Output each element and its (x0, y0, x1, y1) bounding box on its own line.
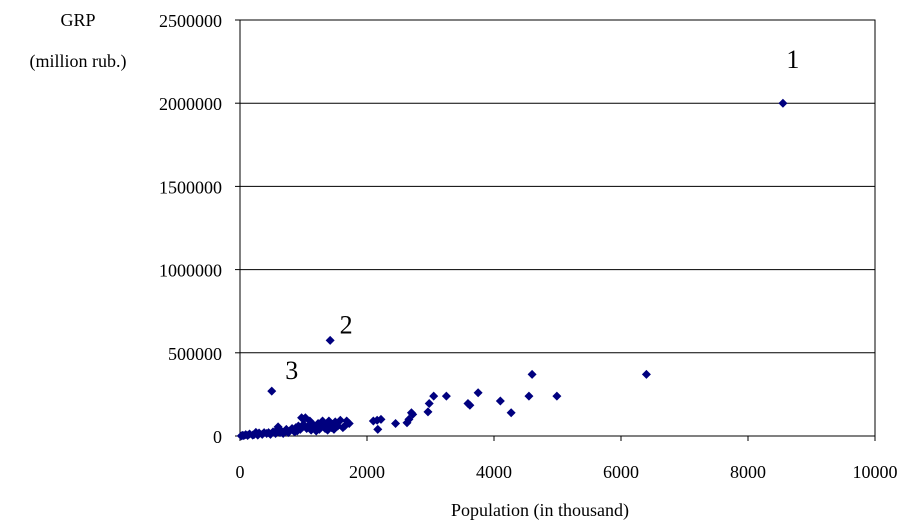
data-point (297, 413, 307, 423)
data-point (391, 419, 401, 429)
x-tick-label: 10000 (853, 462, 898, 482)
data-point (463, 399, 473, 409)
data-point (778, 98, 788, 108)
annotation-label: 2 (340, 310, 353, 339)
y-axis: 0 500000 1000000 1500000 2000000 2500000 (159, 11, 240, 447)
x-axis: 0 2000 4000 6000 8000 10000 (236, 436, 898, 482)
data-point (424, 399, 434, 409)
x-tick-label: 6000 (603, 462, 639, 482)
x-axis-label: Population (in thousand) (451, 500, 629, 521)
data-point (267, 386, 277, 396)
data-point (402, 418, 412, 428)
data-point (441, 391, 451, 401)
data-point (423, 407, 433, 417)
data-point (552, 391, 562, 401)
data-point (506, 408, 516, 418)
y-tick-label: 500000 (168, 344, 222, 364)
y-tick-label: 2500000 (159, 11, 222, 31)
data-point (406, 408, 416, 418)
y-tick-label: 1500000 (159, 177, 222, 197)
x-tick-label: 8000 (730, 462, 766, 482)
data-point (236, 431, 246, 441)
data-point (325, 335, 335, 345)
data-point (527, 369, 537, 379)
data-point (641, 369, 651, 379)
y-tick-label: 1000000 (159, 261, 222, 281)
annotation-label: 1 (786, 45, 799, 74)
data-point (368, 416, 378, 426)
x-tick-label: 0 (236, 462, 245, 482)
y-axis-label-line2: (million rub.) (30, 51, 127, 72)
x-tick-label: 4000 (476, 462, 512, 482)
data-point (473, 388, 483, 398)
y-axis-label-line1: GRP (60, 10, 95, 30)
data-point (495, 396, 505, 406)
annotation-label: 3 (285, 356, 298, 385)
y-tick-label: 0 (213, 427, 222, 447)
data-point (373, 424, 383, 434)
gridlines (240, 102, 875, 354)
x-tick-label: 2000 (349, 462, 385, 482)
y-tick-label: 2000000 (159, 94, 222, 114)
plot-area (239, 19, 876, 437)
data-point (524, 391, 534, 401)
annotations: 1 2 3 (285, 45, 799, 385)
data-point (429, 391, 439, 401)
data-points (236, 98, 788, 441)
